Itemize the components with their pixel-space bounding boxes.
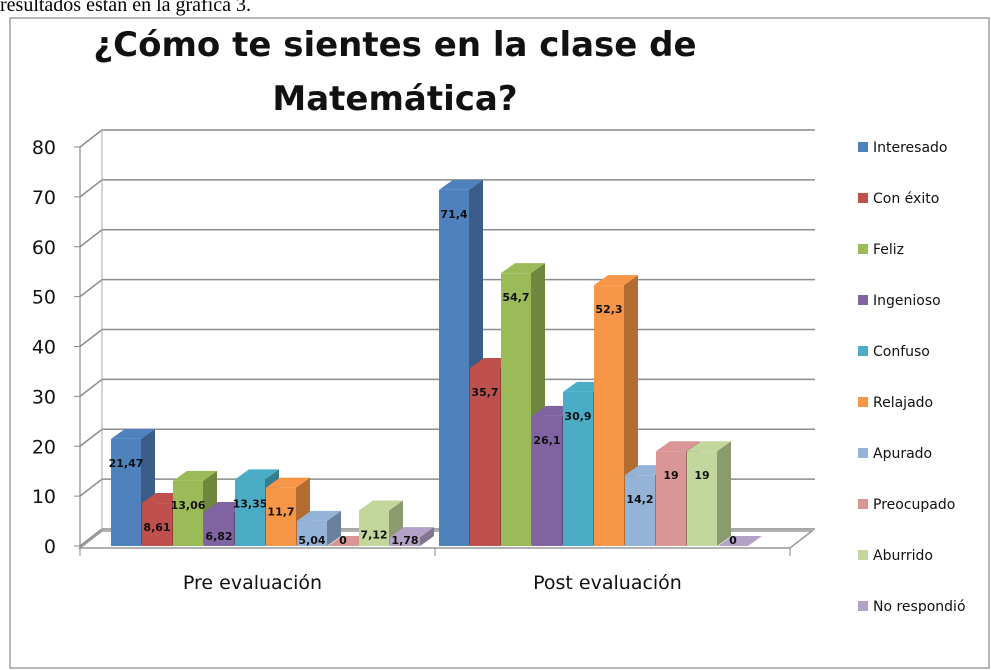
bar-top xyxy=(656,441,700,452)
bar-front xyxy=(111,438,141,546)
legend-swatch xyxy=(858,448,868,458)
legend-label: Confuso xyxy=(873,344,930,360)
bar-front xyxy=(297,520,327,546)
legend-swatch xyxy=(858,346,868,356)
value-label: 7,12 xyxy=(360,528,387,541)
bar-front xyxy=(687,451,717,546)
bar-front xyxy=(173,480,203,546)
plot: 0 10 20 30 40 50 60 70 80 Pre evaluación Post eval… xyxy=(32,129,966,615)
bar-top xyxy=(235,469,279,480)
y-tick-label: 80 xyxy=(32,137,56,159)
bar-front xyxy=(390,537,420,546)
value-label: 13,35 xyxy=(233,497,268,510)
bar-top xyxy=(718,536,762,546)
y-tick-label: 0 xyxy=(44,536,56,558)
value-label: 35,7 xyxy=(471,386,498,399)
value-label: 71,4 xyxy=(440,208,467,221)
bar-top xyxy=(297,510,341,521)
value-label: 6,82 xyxy=(205,530,232,543)
bar-front xyxy=(359,510,389,546)
legend-swatch xyxy=(858,550,868,560)
bar-side xyxy=(717,441,731,546)
y-tick-label: 20 xyxy=(32,436,56,458)
bar-front xyxy=(625,475,655,546)
y-tick-label: 40 xyxy=(32,337,56,359)
value-label: 1,78 xyxy=(391,534,418,547)
value-label: 19 xyxy=(663,469,678,482)
value-label: 19 xyxy=(694,469,709,482)
legend-swatch xyxy=(858,142,868,152)
bar xyxy=(297,510,341,546)
x-tick-label: Post evaluación xyxy=(533,572,682,594)
value-label: 30,9 xyxy=(564,410,591,423)
y-tick-label: 70 xyxy=(32,187,56,209)
bar-top xyxy=(439,179,483,190)
y-tick-label: 60 xyxy=(32,237,56,259)
bar-top xyxy=(594,275,638,286)
bar-top xyxy=(111,428,155,439)
bar-top xyxy=(173,470,217,481)
value-label: 26,1 xyxy=(533,434,560,447)
bar-front xyxy=(594,285,624,546)
bar-front xyxy=(563,391,593,546)
legend-label: Ingenioso xyxy=(873,293,941,309)
bar-top xyxy=(266,477,310,488)
legend-swatch xyxy=(858,193,868,203)
bar-top xyxy=(359,500,403,511)
bar-front xyxy=(532,415,562,546)
y-tick-label: 10 xyxy=(32,486,56,508)
bar-front xyxy=(266,487,296,546)
caption-text: resultados están en la gráfica 3. xyxy=(0,0,251,16)
legend-label: Interesado xyxy=(873,140,948,156)
value-label: 0 xyxy=(339,534,347,547)
x-tick-label: Pre evaluación xyxy=(183,572,322,594)
value-label: 5,04 xyxy=(298,534,325,547)
legend-label: No respondió xyxy=(873,599,966,615)
value-label: 13,06 xyxy=(171,499,206,512)
bar-front xyxy=(501,273,531,546)
chart-title: ¿Cómo te sientes en la clase de xyxy=(93,25,696,65)
bar-front xyxy=(470,367,500,546)
y-tick-label: 30 xyxy=(32,386,56,408)
bar-top xyxy=(687,441,731,452)
bar xyxy=(687,441,731,546)
bar-side xyxy=(420,527,434,546)
bar-side xyxy=(327,510,341,546)
bar-top xyxy=(390,527,434,538)
legend-label: Relajado xyxy=(873,395,933,411)
bar-front xyxy=(235,479,265,546)
value-label: 0 xyxy=(729,534,737,547)
value-label: 8,61 xyxy=(143,521,170,534)
legend-swatch xyxy=(858,295,868,305)
legend-swatch xyxy=(858,244,868,254)
value-label: 21,47 xyxy=(109,457,144,470)
value-label: 54,7 xyxy=(502,291,529,304)
y-tick-label: 50 xyxy=(32,287,56,309)
legend-swatch xyxy=(858,397,868,407)
legend-swatch xyxy=(858,499,868,509)
bar-front xyxy=(204,511,234,546)
legend-label: Con éxito xyxy=(873,191,939,207)
chart-border xyxy=(9,17,990,669)
value-label: 11,7 xyxy=(267,506,294,519)
legend-label: Feliz xyxy=(873,242,904,258)
value-label: 14,2 xyxy=(626,493,653,506)
legend-swatch xyxy=(858,601,868,611)
bar xyxy=(359,500,403,546)
bar-front xyxy=(656,451,686,546)
legend-label: Preocupado xyxy=(873,497,955,513)
bar-top xyxy=(501,263,545,274)
legend-label: Aburrido xyxy=(873,548,933,564)
bar-front xyxy=(142,503,172,546)
value-label: 52,3 xyxy=(595,303,622,316)
legend-label: Apurado xyxy=(873,446,932,462)
bar xyxy=(390,527,434,546)
chart-title: Matemática? xyxy=(272,79,517,119)
bar-front xyxy=(439,189,469,546)
bar xyxy=(718,536,762,546)
